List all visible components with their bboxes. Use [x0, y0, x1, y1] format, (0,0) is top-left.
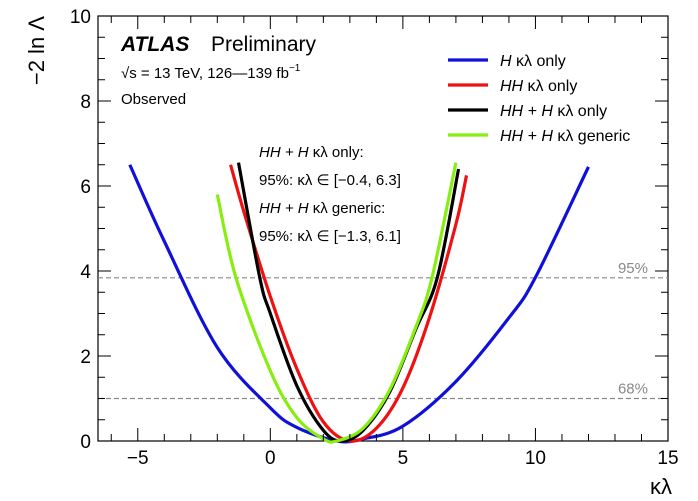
y-tick-label: 6 — [80, 177, 91, 198]
annotation-line4: 95%: κλ ∈ [−1.3, 6.1] — [259, 228, 401, 245]
legend-label-4: HH + H κλ generic — [500, 128, 630, 145]
annotation-line1-rest: κλ only: — [309, 144, 364, 161]
legend-label-italic: HH — [500, 78, 524, 95]
preliminary-label: Preliminary — [211, 33, 317, 56]
legend-label-italic: HH + H — [500, 103, 553, 120]
series-line-4 — [215, 162, 458, 444]
reference-line-label: 68% — [618, 381, 648, 398]
atlas-label: ATLAS — [120, 33, 189, 56]
legend-label-3: HH + H κλ only — [500, 103, 607, 120]
legend-label-italic: H — [500, 53, 512, 70]
x-tick-label: 0 — [265, 448, 276, 469]
reference-line-label: 95% — [618, 260, 648, 277]
annotation-line3-rest: κλ generic: — [309, 200, 386, 217]
axis-tick-labels: −5 0 5 10 15 0 2 4 6 8 10 — [70, 7, 679, 469]
x-tick-label: 5 — [398, 448, 409, 469]
legend-label-rest: κλ only — [553, 103, 607, 120]
annotation-line3: HH + H κλ generic: — [259, 200, 385, 217]
legend-label-rest: κλ generic — [553, 128, 630, 145]
legend-label-1: H κλ only — [500, 53, 566, 70]
x-tick-label: −5 — [127, 448, 149, 469]
energy-lumi-text: = 13 TeV, 126—139 fb — [137, 65, 289, 82]
y-tick-label: 4 — [80, 262, 91, 283]
energy-lumi-label: √s = 13 TeV, 126—139 fb−1 — [121, 63, 301, 82]
y-tick-label: 8 — [80, 92, 91, 113]
y-tick-label: 2 — [80, 347, 91, 368]
annotation-line1: HH + H κλ only: — [259, 144, 364, 161]
annotation-line2: 95%: κλ ∈ [−0.4, 6.3] — [259, 172, 401, 189]
sqrt-s: √s — [121, 65, 137, 82]
axis-ticks — [98, 15, 669, 442]
legend-label-rest: κλ only — [523, 78, 577, 95]
x-axis-label: κλ — [650, 474, 672, 499]
legend-label-rest: κλ only — [512, 53, 566, 70]
legend-label-2: HH κλ only — [500, 78, 577, 95]
observed-label: Observed — [121, 91, 186, 108]
legend-label-italic: HH + H — [500, 128, 553, 145]
y-tick-label: 10 — [70, 7, 91, 28]
x-tick-label: 15 — [657, 448, 678, 469]
y-tick-label: 0 — [80, 432, 91, 453]
annotation-line1-italic: HH + H — [259, 144, 309, 161]
lumi-exponent: −1 — [289, 63, 301, 74]
reference-lines: 95% 68% — [98, 260, 668, 400]
x-tick-label: 10 — [525, 448, 546, 469]
annotation-line3-italic: HH + H — [259, 200, 309, 217]
y-axis-label: −2 ln Λ — [24, 16, 49, 85]
series-curves — [128, 162, 590, 444]
